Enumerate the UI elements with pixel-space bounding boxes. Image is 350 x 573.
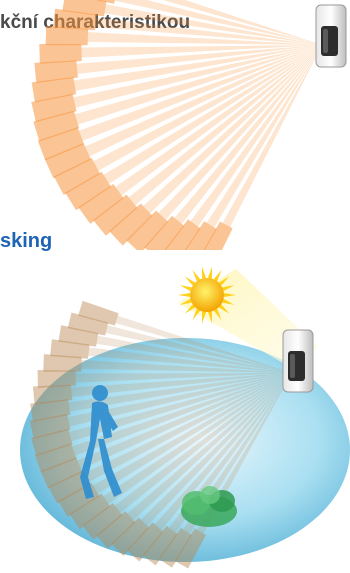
section-title-masking: sking [0,230,53,252]
detection-pattern-diagram [31,0,347,250]
anti-masking-diagram [20,266,350,569]
sun-icon [178,266,236,324]
bush-icon [181,486,237,527]
walking-person-icon [80,385,122,499]
motion-sensor-icon [282,329,314,393]
motion-sensor-icon [315,4,347,68]
beam-fan-top [31,0,323,250]
beam-fan-bottom [29,300,293,569]
